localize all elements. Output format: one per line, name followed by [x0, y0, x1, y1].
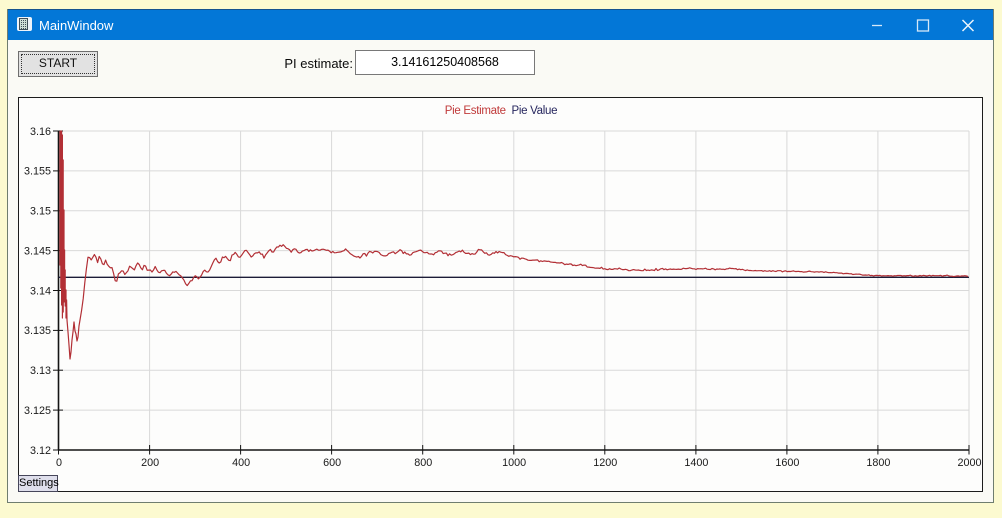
- svg-text:1600: 1600: [775, 457, 799, 469]
- svg-text:3.14: 3.14: [30, 285, 51, 297]
- svg-text:0: 0: [56, 457, 62, 469]
- svg-text:3.16: 3.16: [30, 126, 51, 138]
- svg-text:200: 200: [141, 457, 159, 469]
- svg-text:1800: 1800: [866, 457, 890, 469]
- svg-text:3.135: 3.135: [24, 325, 51, 337]
- svg-text:3.13: 3.13: [30, 365, 51, 377]
- svg-text:800: 800: [414, 457, 432, 469]
- svg-text:2000: 2000: [957, 457, 981, 469]
- svg-text:400: 400: [232, 457, 250, 469]
- svg-text:600: 600: [323, 457, 341, 469]
- svg-text:1000: 1000: [502, 457, 526, 469]
- svg-text:3.145: 3.145: [24, 245, 51, 257]
- svg-text:3.125: 3.125: [24, 405, 51, 417]
- svg-text:3.15: 3.15: [30, 206, 51, 218]
- svg-text:3.12: 3.12: [30, 445, 51, 457]
- svg-text:3.155: 3.155: [24, 166, 51, 178]
- svg-text:1400: 1400: [684, 457, 708, 469]
- svg-text:1200: 1200: [593, 457, 617, 469]
